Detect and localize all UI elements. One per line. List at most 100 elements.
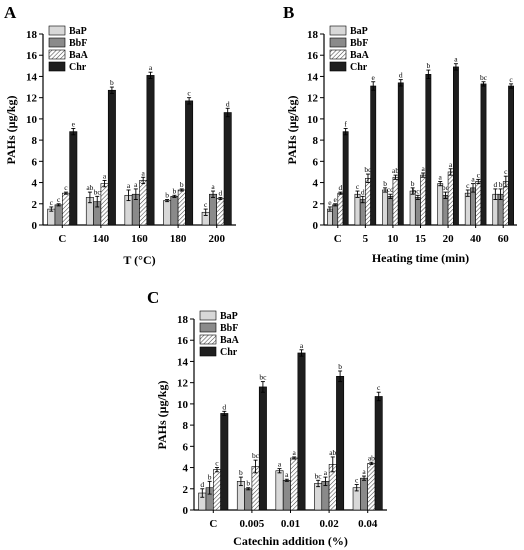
chart-panel-b: B 0 2 4 6 8 10 12 14 16 18 PAHs (μg/kg) Heating time… [283,3,517,265]
y-tick-label: 8 [183,420,189,432]
significance-label: a [324,468,328,477]
bar-chr [342,131,349,226]
y-tick-label: 14 [307,71,319,83]
significance-label: b [499,180,503,189]
significance-label: c [466,181,470,190]
legend-label: BaA [350,50,370,61]
significance-label: b [411,179,415,188]
bar-bbf [209,193,217,226]
bar-bbf [54,204,63,226]
legend-swatch-baa [48,49,66,60]
significance-label: bc [480,73,488,82]
y-tick-label: 8 [32,135,38,147]
y-tick-label: 14 [26,71,38,83]
x-tick-label: 10 [387,233,399,245]
significance-label: ab [86,183,93,192]
y-tick-label: 2 [183,484,189,496]
significance-label: bcd [412,186,423,195]
y-axis-title: PAHs (μg/kg) [155,381,169,450]
x-axis-title: Catechin addition (%) [233,534,348,548]
legend-label: BbF [69,38,87,49]
x-tick-label: 5 [363,233,369,245]
y-tick-label: 6 [183,441,189,453]
bar-bbf [282,479,291,511]
significance-label: c [204,200,208,209]
legend-swatch-bbf [199,322,217,333]
x-tick-label: C [58,233,66,245]
significance-label: a [300,341,304,350]
bar-chr [370,85,377,226]
chart-panel-c: C 0 2 4 6 8 10 12 14 16 18 PAHs (μg/kg) Catechin add… [147,288,387,548]
significance-label: bc [259,373,267,382]
bar-bap [314,483,323,511]
significance-label: d [226,99,230,108]
significance-label: c [215,459,219,468]
bar-chr [453,66,459,226]
x-tick-label: 40 [470,233,482,245]
legend-label: Chr [69,62,87,73]
x-tick-label: C [334,233,342,245]
legend-label: Chr [350,62,368,73]
significance-label: a [141,168,145,177]
significance-label: ab [392,166,399,175]
y-tick-label: 0 [32,220,38,232]
y-tick-label: 14 [177,356,189,368]
significance-label: f [344,119,347,128]
y-tick-label: 4 [32,178,38,190]
legend-swatch-baa [329,49,347,60]
x-tick-label: 160 [131,233,148,245]
bar-baa [100,183,109,226]
significance-label: ab [329,448,336,457]
significance-label: c [57,195,61,204]
significance-label: a [421,164,425,173]
legend-swatch-bbf [329,37,347,48]
significance-label: a [149,63,153,72]
significance-label: b [246,479,250,488]
significance-label: e [328,198,332,207]
significance-label: bc [364,165,372,174]
y-tick-label: 18 [307,29,319,41]
bar-baa [177,189,186,226]
significance-label: ab [368,453,375,462]
significance-label: c [504,167,508,176]
significance-label: a [103,171,107,180]
bar-chr [220,413,229,511]
panel-letter: A [4,3,17,22]
significance-label: bc [252,451,260,460]
legend-label: BaA [69,50,89,61]
y-tick-label: 10 [177,399,189,411]
legend-swatch-bap [48,25,66,36]
significance-label: a [278,460,282,469]
bar-bbf [244,488,253,511]
x-tick-label: 20 [443,233,455,245]
bar-baa [392,176,399,226]
bar-bbf [442,194,449,226]
y-tick-label: 12 [26,93,38,105]
bar-chr [336,375,345,511]
significance-label: c [50,198,54,207]
x-tick-label: 60 [498,233,510,245]
y-tick-label: 12 [177,378,189,390]
legend-label: BaP [220,311,238,322]
significance-label: a [471,175,475,184]
significance-label: c [477,170,481,179]
bar-bbf [470,187,476,226]
x-tick-label: 180 [170,233,187,245]
significance-label: bc [94,187,102,196]
bar-baa [216,198,225,226]
significance-label: bc [315,471,323,480]
legend-swatch-chr [48,61,66,72]
y-tick-label: 6 [32,156,38,168]
bar-bap [409,190,416,226]
bar-baa [139,180,148,226]
x-tick-label: 0.02 [319,518,339,530]
y-tick-label: 16 [26,50,38,62]
significance-label: d [339,183,343,192]
bar-chr [425,74,432,226]
x-tick-label: C [209,518,217,530]
y-tick-label: 2 [32,199,38,211]
x-tick-label: 0.005 [240,518,265,530]
bar-chr [397,82,404,226]
significance-label: d [222,402,226,411]
